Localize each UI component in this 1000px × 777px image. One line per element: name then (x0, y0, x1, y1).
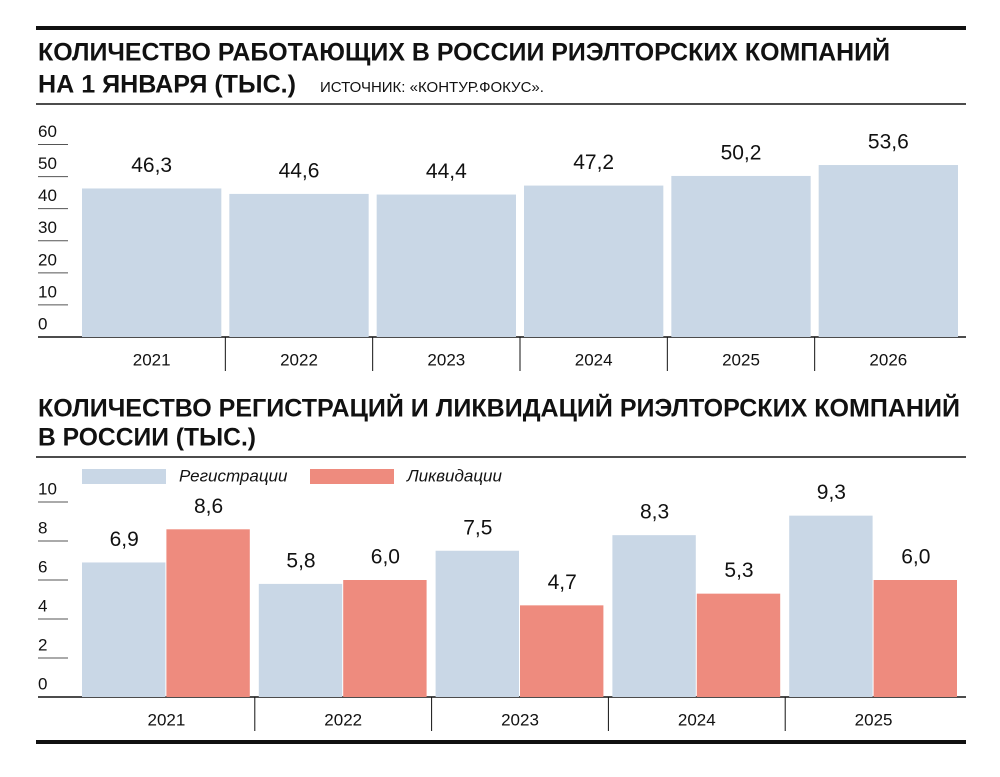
chart-title: КОЛИЧЕСТВО РАБОТАЮЩИХ В РОССИИ РИЭЛТОРСК… (38, 37, 890, 67)
bar (258, 583, 343, 697)
bar (612, 535, 696, 697)
y-tick-label: 10 (38, 479, 57, 498)
bar (435, 550, 519, 697)
top-rule (36, 26, 966, 30)
x-tick-label: 2022 (280, 350, 318, 369)
y-tick-label: 0 (38, 674, 47, 693)
y-tick-label: 6 (38, 557, 47, 576)
value-label: 6,0 (901, 546, 930, 569)
x-tick-label: 2024 (575, 350, 613, 369)
chart-title: НА 1 ЯНВАРЯ (ТЫС.) (38, 71, 296, 99)
value-label: 8,3 (640, 501, 669, 524)
bar (818, 165, 958, 337)
value-label: 44,6 (279, 159, 320, 182)
y-tick-label: 10 (38, 282, 57, 301)
bar (376, 194, 516, 337)
x-tick-label: 2026 (869, 350, 907, 369)
x-tick-label: 2023 (427, 350, 465, 369)
value-label: 4,7 (548, 571, 577, 594)
legend-label: Регистрации (179, 466, 288, 485)
bar (520, 605, 604, 697)
value-label: 6,0 (371, 546, 400, 569)
bottom-rule (36, 740, 966, 744)
value-label: 8,6 (194, 495, 223, 518)
y-tick-label: 60 (38, 122, 57, 141)
chart-title: КОЛИЧЕСТВО РЕГИСТРАЦИЙ И ЛИКВИДАЦИЙ РИЭЛ… (38, 393, 960, 423)
y-tick-label: 20 (38, 250, 57, 269)
value-label: 47,2 (573, 151, 614, 174)
x-tick-label: 2021 (133, 350, 171, 369)
x-tick-label: 2021 (147, 710, 185, 729)
bar (82, 188, 222, 337)
x-tick-label: 2022 (324, 710, 362, 729)
y-tick-label: 0 (38, 314, 47, 333)
bar (229, 193, 369, 337)
bar (166, 529, 250, 697)
value-label: 7,5 (463, 516, 492, 539)
x-tick-label: 2024 (678, 710, 716, 729)
y-tick-label: 8 (38, 518, 47, 537)
x-tick-label: 2025 (722, 350, 760, 369)
x-tick-label: 2025 (855, 710, 893, 729)
value-label: 9,3 (817, 481, 846, 504)
legend-label: Ликвидации (406, 466, 502, 485)
legend-swatch (82, 469, 166, 484)
bar (524, 185, 664, 337)
value-label: 50,2 (721, 141, 762, 164)
y-tick-label: 2 (38, 635, 47, 654)
value-label: 6,9 (110, 528, 139, 551)
y-tick-label: 40 (38, 186, 57, 205)
value-label: 53,6 (868, 131, 909, 154)
legend-swatch (310, 469, 394, 484)
value-label: 44,4 (426, 160, 467, 183)
bar (671, 175, 811, 337)
bar (343, 580, 427, 697)
source: ИСТОЧНИК: «КОНТУР.ФОКУС». (320, 79, 544, 96)
bar (789, 515, 873, 697)
value-label: 46,3 (131, 154, 172, 177)
value-label: 5,8 (286, 549, 315, 572)
value-label: 5,3 (724, 559, 753, 582)
bar (696, 593, 781, 697)
bar (82, 562, 166, 697)
chart-title: В РОССИИ (ТЫС.) (38, 424, 256, 452)
y-tick-label: 4 (38, 596, 47, 615)
x-tick-label: 2023 (501, 710, 539, 729)
y-tick-label: 50 (38, 154, 57, 173)
y-tick-label: 30 (38, 218, 57, 237)
bar (873, 580, 957, 697)
